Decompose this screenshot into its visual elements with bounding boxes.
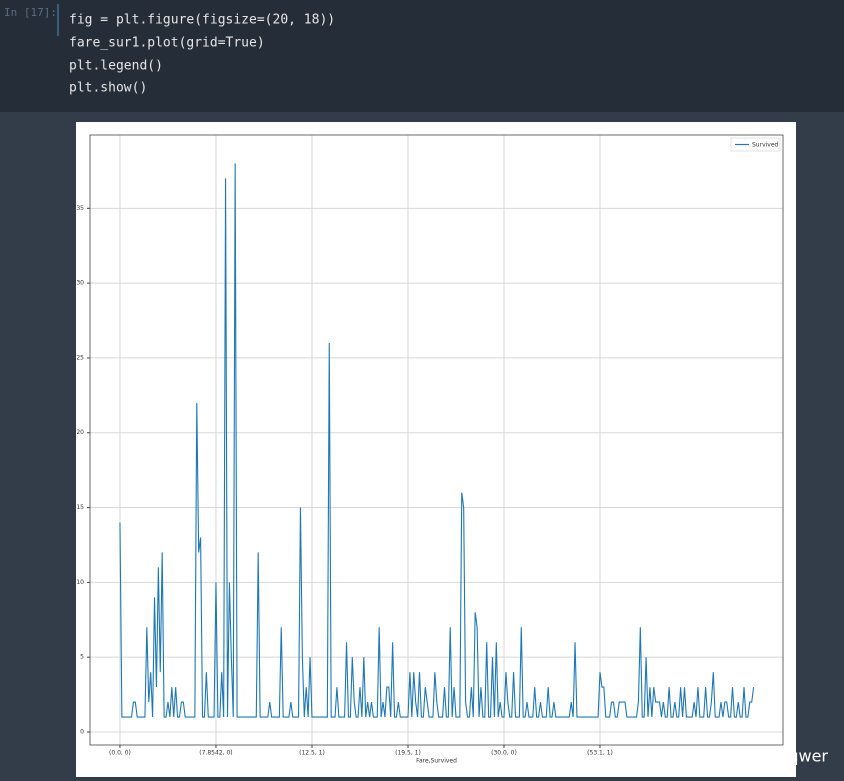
y-tick-label: 30	[76, 280, 84, 287]
x-tick-label: (30.0, 0)	[491, 750, 517, 757]
legend-box	[730, 137, 781, 152]
y-tick-label: 0	[80, 728, 84, 735]
data-line	[119, 163, 755, 718]
watermark: CSDN @zxc123qwer	[665, 747, 829, 766]
y-tick-label: 5	[80, 654, 84, 661]
x-axis-label: Fare,Survived	[416, 758, 457, 765]
legend-label: Survived	[752, 142, 779, 149]
code-line: plt.show()	[69, 81, 147, 96]
x-tick-label: (53.1, 1)	[587, 750, 613, 757]
code-line: fare_sur1.plot(grid=True)	[69, 36, 265, 51]
code-line: plt.legend()	[69, 59, 163, 74]
x-tick-label: (7.8542, 0)	[199, 750, 232, 757]
y-tick-label: 15	[76, 504, 84, 511]
x-tick-label: (0.0, 0)	[109, 750, 131, 757]
y-tick-label: 20	[76, 429, 84, 436]
plot-frame	[89, 134, 784, 746]
code-line: fig = plt.figure(figsize=(20, 18))	[69, 13, 335, 28]
y-tick-label: 10	[76, 579, 84, 586]
y-tick-label: 25	[76, 354, 84, 361]
plot: 0 5 10 15 20 25 30 35 (0.0, 0) (7.8542, 0) (12.5, …	[76, 134, 784, 765]
x-tick-label: (12.5, 1)	[299, 750, 325, 757]
figure	[76, 122, 796, 777]
x-tick-label: (19.5, 1)	[395, 750, 421, 757]
prompt: In [17]:	[4, 6, 57, 19]
y-tick-label: 35	[76, 205, 84, 212]
code-cell[interactable]	[0, 0, 844, 112]
